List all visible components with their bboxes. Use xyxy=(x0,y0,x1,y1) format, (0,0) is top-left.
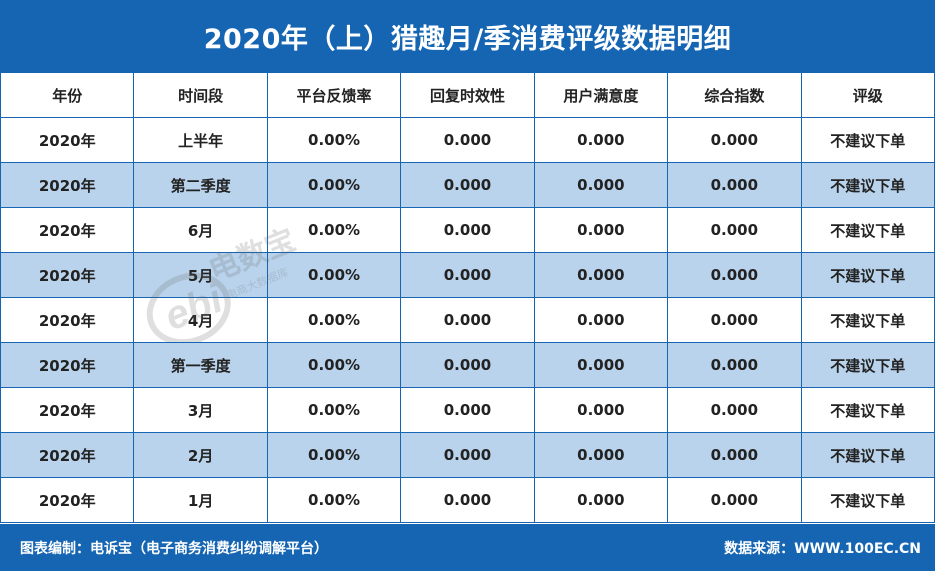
column-header-user-satisfaction: 用户满意度 xyxy=(533,72,669,118)
cell-period: 4月 xyxy=(133,297,268,343)
cell-reply-timeliness: 0.000 xyxy=(400,162,535,208)
table-row: 2020年 4月 0.00% 0.000 0.000 0.000 不建议下单 xyxy=(0,297,935,343)
column-header-reply-timeliness: 回复时效性 xyxy=(400,72,535,118)
table-row: 2020年 第二季度 0.00% 0.000 0.000 0.000 不建议下单 xyxy=(0,162,935,208)
cell-reply-timeliness: 0.000 xyxy=(400,117,535,163)
cell-feedback-rate: 0.00% xyxy=(266,207,402,253)
data-table: 年份 时间段 平台反馈率 回复时效性 用户满意度 综合指数 评级 2020年 上半… xyxy=(0,72,935,523)
table-row: 2020年 2月 0.00% 0.000 0.000 0.000 不建议下单 xyxy=(0,432,935,478)
cell-period: 上半年 xyxy=(133,117,268,163)
cell-feedback-rate: 0.00% xyxy=(266,117,402,163)
cell-period: 第二季度 xyxy=(133,162,268,208)
table-body: 2020年 上半年 0.00% 0.000 0.000 0.000 不建议下单 2020年 第二… xyxy=(0,117,935,523)
column-header-feedback-rate: 平台反馈率 xyxy=(266,72,402,118)
cell-composite-index: 0.000 xyxy=(667,207,802,253)
cell-feedback-rate: 0.00% xyxy=(266,162,402,208)
column-header-year: 年份 xyxy=(0,72,135,118)
cell-reply-timeliness: 0.000 xyxy=(400,297,535,343)
cell-user-satisfaction: 0.000 xyxy=(533,252,669,298)
table-row: 2020年 5月 0.00% 0.000 0.000 0.000 不建议下单 xyxy=(0,252,935,298)
cell-reply-timeliness: 0.000 xyxy=(400,207,535,253)
footer-compiler: 图表编制：电诉宝（电子商务消费纠纷调解平台） xyxy=(20,540,328,557)
footer-bar: 图表编制：电诉宝（电子商务消费纠纷调解平台） 数据来源：WWW.100EC.CN xyxy=(0,524,935,571)
cell-rating: 不建议下单 xyxy=(800,117,935,163)
cell-rating: 不建议下单 xyxy=(800,342,935,388)
cell-rating: 不建议下单 xyxy=(800,207,935,253)
cell-year: 2020年 xyxy=(0,387,135,433)
cell-period: 2月 xyxy=(133,432,268,478)
cell-composite-index: 0.000 xyxy=(667,387,802,433)
cell-rating: 不建议下单 xyxy=(800,432,935,478)
cell-composite-index: 0.000 xyxy=(667,117,802,163)
cell-period: 第一季度 xyxy=(133,342,268,388)
cell-rating: 不建议下单 xyxy=(800,387,935,433)
cell-reply-timeliness: 0.000 xyxy=(400,342,535,388)
cell-year: 2020年 xyxy=(0,117,135,163)
cell-reply-timeliness: 0.000 xyxy=(400,252,535,298)
cell-user-satisfaction: 0.000 xyxy=(533,432,669,478)
table-header-row: 年份 时间段 平台反馈率 回复时效性 用户满意度 综合指数 评级 xyxy=(0,72,935,118)
table-row: 2020年 6月 0.00% 0.000 0.000 0.000 不建议下单 xyxy=(0,207,935,253)
cell-feedback-rate: 0.00% xyxy=(266,432,402,478)
cell-composite-index: 0.000 xyxy=(667,162,802,208)
cell-composite-index: 0.000 xyxy=(667,477,802,523)
cell-year: 2020年 xyxy=(0,432,135,478)
cell-reply-timeliness: 0.000 xyxy=(400,387,535,433)
cell-year: 2020年 xyxy=(0,477,135,523)
cell-feedback-rate: 0.00% xyxy=(266,342,402,388)
cell-composite-index: 0.000 xyxy=(667,252,802,298)
cell-year: 2020年 xyxy=(0,162,135,208)
cell-user-satisfaction: 0.000 xyxy=(533,297,669,343)
cell-rating: 不建议下单 xyxy=(800,297,935,343)
page-title: 2020年（上）猎趣月/季消费评级数据明细 xyxy=(0,0,935,72)
cell-reply-timeliness: 0.000 xyxy=(400,477,535,523)
cell-rating: 不建议下单 xyxy=(800,162,935,208)
table-row: 2020年 1月 0.00% 0.000 0.000 0.000 不建议下单 xyxy=(0,477,935,523)
column-header-composite-index: 综合指数 xyxy=(667,72,802,118)
column-header-period: 时间段 xyxy=(133,72,268,118)
table-row: 2020年 上半年 0.00% 0.000 0.000 0.000 不建议下单 xyxy=(0,117,935,163)
cell-rating: 不建议下单 xyxy=(800,252,935,298)
cell-composite-index: 0.000 xyxy=(667,297,802,343)
cell-year: 2020年 xyxy=(0,207,135,253)
cell-reply-timeliness: 0.000 xyxy=(400,432,535,478)
cell-year: 2020年 xyxy=(0,252,135,298)
cell-user-satisfaction: 0.000 xyxy=(533,207,669,253)
table-row: 2020年 第一季度 0.00% 0.000 0.000 0.000 不建议下单 xyxy=(0,342,935,388)
footer-source: 数据来源：WWW.100EC.CN xyxy=(724,540,921,557)
cell-feedback-rate: 0.00% xyxy=(266,297,402,343)
cell-feedback-rate: 0.00% xyxy=(266,252,402,298)
cell-user-satisfaction: 0.000 xyxy=(533,477,669,523)
table-row: 2020年 3月 0.00% 0.000 0.000 0.000 不建议下单 xyxy=(0,387,935,433)
cell-period: 5月 xyxy=(133,252,268,298)
cell-rating: 不建议下单 xyxy=(800,477,935,523)
cell-period: 3月 xyxy=(133,387,268,433)
cell-period: 6月 xyxy=(133,207,268,253)
cell-composite-index: 0.000 xyxy=(667,342,802,388)
column-header-rating: 评级 xyxy=(800,72,935,118)
cell-user-satisfaction: 0.000 xyxy=(533,117,669,163)
cell-period: 1月 xyxy=(133,477,268,523)
cell-user-satisfaction: 0.000 xyxy=(533,387,669,433)
cell-year: 2020年 xyxy=(0,342,135,388)
cell-feedback-rate: 0.00% xyxy=(266,387,402,433)
cell-user-satisfaction: 0.000 xyxy=(533,342,669,388)
cell-composite-index: 0.000 xyxy=(667,432,802,478)
cell-feedback-rate: 0.00% xyxy=(266,477,402,523)
cell-year: 2020年 xyxy=(0,297,135,343)
cell-user-satisfaction: 0.000 xyxy=(533,162,669,208)
